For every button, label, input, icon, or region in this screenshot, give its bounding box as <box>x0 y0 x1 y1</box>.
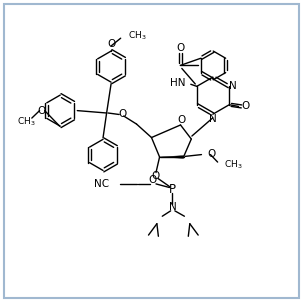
Text: O: O <box>152 171 160 181</box>
Text: HN: HN <box>170 78 185 88</box>
Text: O: O <box>176 43 185 53</box>
Text: CH$_3$: CH$_3$ <box>128 30 146 42</box>
Polygon shape <box>160 156 184 158</box>
Text: P: P <box>169 183 176 196</box>
Text: O: O <box>177 115 185 125</box>
Text: O: O <box>241 101 249 111</box>
Text: O: O <box>38 106 46 116</box>
Text: N: N <box>229 81 237 92</box>
Text: O: O <box>149 175 157 185</box>
Text: O: O <box>208 149 216 159</box>
Text: N: N <box>209 114 217 124</box>
Text: CH$_3$: CH$_3$ <box>224 159 242 171</box>
Text: NC: NC <box>94 179 109 189</box>
Text: O: O <box>107 39 115 49</box>
Text: N: N <box>169 202 177 212</box>
Text: CH$_3$: CH$_3$ <box>17 116 36 128</box>
Text: O: O <box>118 109 126 119</box>
